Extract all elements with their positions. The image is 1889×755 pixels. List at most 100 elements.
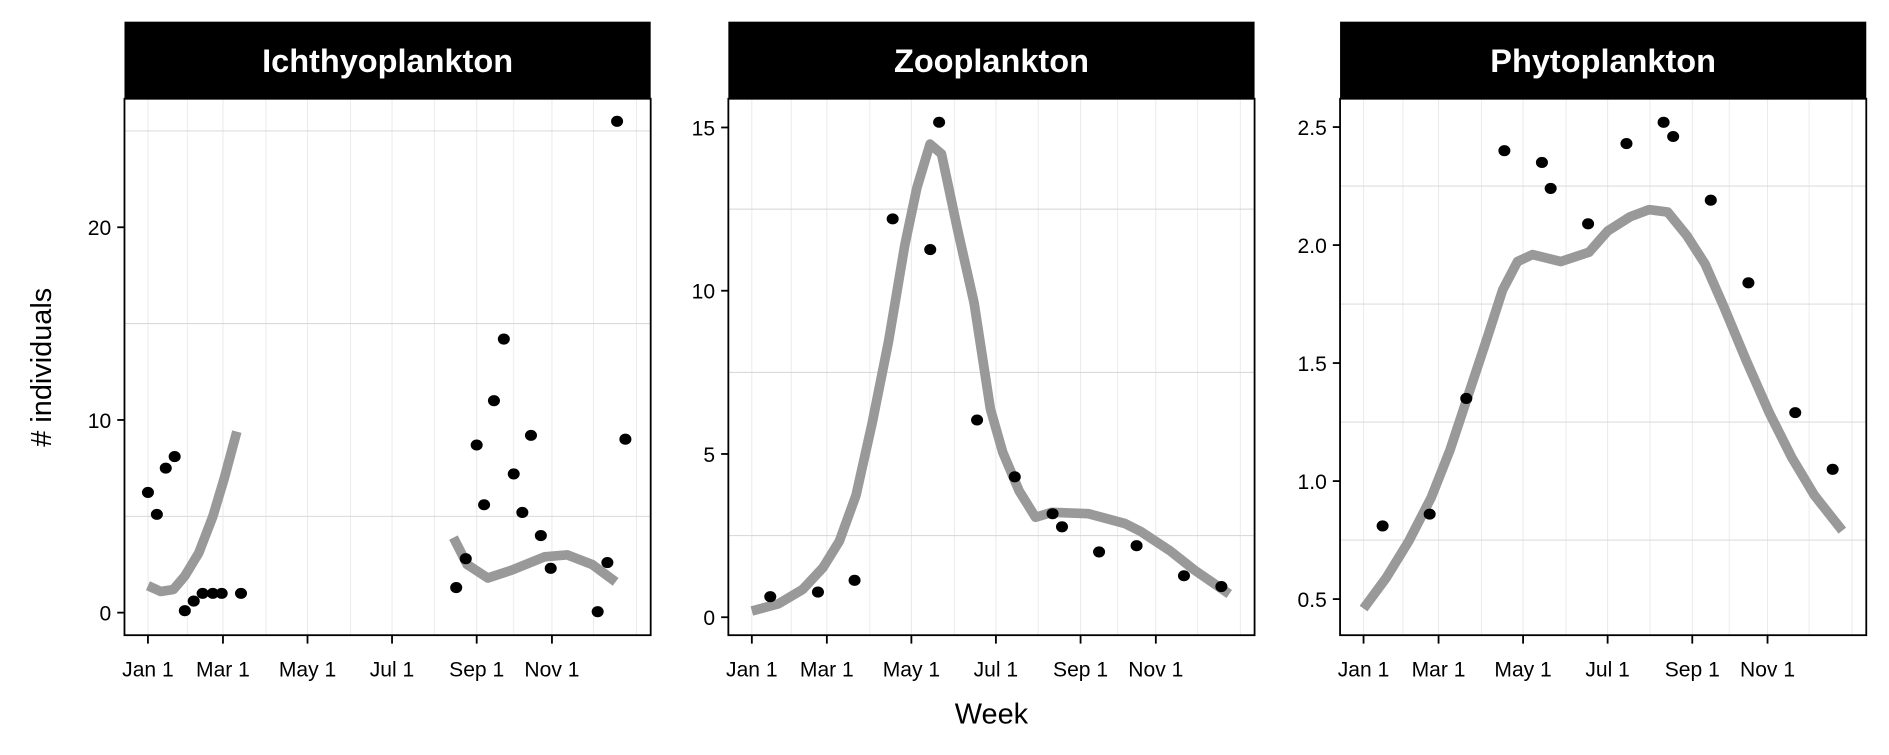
x-tick-label: Sep 1 <box>1665 659 1720 682</box>
x-tick-label: May 1 <box>1494 659 1551 682</box>
plot-background <box>1340 98 1867 636</box>
y-tick-label: 2.0 <box>1298 235 1327 258</box>
facet-strip <box>124 21 651 99</box>
data-point <box>848 574 861 586</box>
y-tick-label: 0 <box>100 602 112 625</box>
smooth-line <box>145 430 242 597</box>
data-point <box>450 582 463 594</box>
y-tick-label: 2.5 <box>1298 117 1327 140</box>
panel-phytoplankton: Phytoplankton 0.5 1.0 1.5 2.0 2.5 Jan 1 Mar 1 Ma… <box>1298 21 1868 682</box>
y-tick-label: 10 <box>692 281 715 304</box>
facet-strip <box>1340 21 1867 99</box>
x-axis-title: Week <box>955 699 1029 731</box>
data-point <box>1215 580 1228 593</box>
data-point <box>933 116 946 128</box>
data-point <box>1130 540 1143 552</box>
data-point <box>1657 116 1670 128</box>
data-point <box>1742 277 1755 289</box>
data-point <box>601 557 614 569</box>
data-point <box>886 213 899 225</box>
data-point <box>1376 520 1389 532</box>
data-point <box>141 486 154 498</box>
data-point <box>811 586 824 598</box>
y-tick-label: 0 <box>703 607 715 630</box>
y-tick-label: 1.0 <box>1298 471 1327 494</box>
data-point <box>470 439 483 451</box>
data-point <box>150 508 163 520</box>
data-point <box>234 587 248 599</box>
x-tick-label: Nov 1 <box>1128 659 1183 682</box>
data-point <box>1544 182 1557 194</box>
data-point <box>1460 392 1473 405</box>
data-point <box>544 562 557 574</box>
x-tick-label: Jul 1 <box>974 659 1019 682</box>
facet-title: Zooplankton <box>894 43 1089 79</box>
data-point <box>1582 218 1595 230</box>
x-tick-label: Jan 1 <box>1338 659 1390 682</box>
y-axis-title: # individuals <box>26 288 58 447</box>
data-point <box>619 433 632 445</box>
data-point <box>459 553 472 565</box>
data-point <box>534 530 547 542</box>
x-tick-label: Jul 1 <box>370 659 415 682</box>
x-tick-label: Mar 1 <box>1412 659 1466 682</box>
x-tick-label: Mar 1 <box>800 659 854 682</box>
x-tick-label: Jan 1 <box>726 659 778 682</box>
x-tick-label: May 1 <box>279 659 336 682</box>
y-tick-label: 10 <box>88 410 111 433</box>
data-point <box>1826 463 1839 475</box>
smooth-line <box>449 535 619 586</box>
data-point <box>1423 508 1436 520</box>
x-tick-label: Sep 1 <box>449 659 504 682</box>
data-point <box>1667 130 1680 143</box>
data-point <box>764 591 777 603</box>
facet-strip <box>728 21 1255 99</box>
data-point <box>971 414 984 426</box>
data-point <box>1498 145 1511 157</box>
data-point <box>206 587 219 599</box>
data-point <box>187 595 200 607</box>
data-point <box>159 462 172 474</box>
panel-zooplankton: Zooplankton 0 5 10 15 Jan 1 Mar 1 May 1 Jul 1 Sep… <box>692 21 1256 731</box>
data-point <box>591 606 604 618</box>
data-point <box>497 333 510 345</box>
data-point <box>1093 546 1106 558</box>
x-tick-label: Nov 1 <box>524 659 579 682</box>
panel-ichthyoplankton: Ichthyoplankton 0 10 20 Jan 1 Mar 1 May 1 Jul 1… <box>26 21 652 682</box>
smooth-line <box>750 139 1233 616</box>
x-tick-label: May 1 <box>883 659 940 682</box>
data-point <box>611 115 624 127</box>
facet-title: Ichthyoplankton <box>262 43 513 79</box>
data-point <box>196 587 209 599</box>
data-point <box>516 506 529 518</box>
data-point <box>178 605 191 617</box>
data-point <box>1046 508 1059 520</box>
data-point <box>168 451 181 463</box>
x-tick-label: Nov 1 <box>1740 659 1795 682</box>
data-point <box>1535 156 1548 169</box>
data-point <box>1177 570 1190 582</box>
data-point <box>924 244 937 256</box>
y-tick-label: 20 <box>88 217 111 240</box>
data-point <box>1620 138 1633 150</box>
data-point <box>215 587 228 599</box>
data-point <box>524 429 537 441</box>
y-tick-label: 0.5 <box>1298 589 1327 612</box>
smooth-line <box>1359 204 1847 612</box>
facet-title: Phytoplankton <box>1490 43 1716 79</box>
data-point <box>478 499 491 511</box>
x-tick-label: Mar 1 <box>196 659 250 682</box>
data-point <box>507 468 520 480</box>
y-tick-label: 1.5 <box>1298 353 1327 376</box>
x-tick-label: Sep 1 <box>1053 659 1108 682</box>
data-point <box>487 395 500 407</box>
x-tick-label: Jul 1 <box>1585 659 1630 682</box>
data-point <box>1008 471 1021 483</box>
data-point <box>1704 194 1717 206</box>
y-tick-label: 5 <box>703 444 715 467</box>
data-point <box>1789 407 1802 419</box>
y-tick-label: 15 <box>692 117 715 140</box>
data-point <box>1055 521 1069 533</box>
